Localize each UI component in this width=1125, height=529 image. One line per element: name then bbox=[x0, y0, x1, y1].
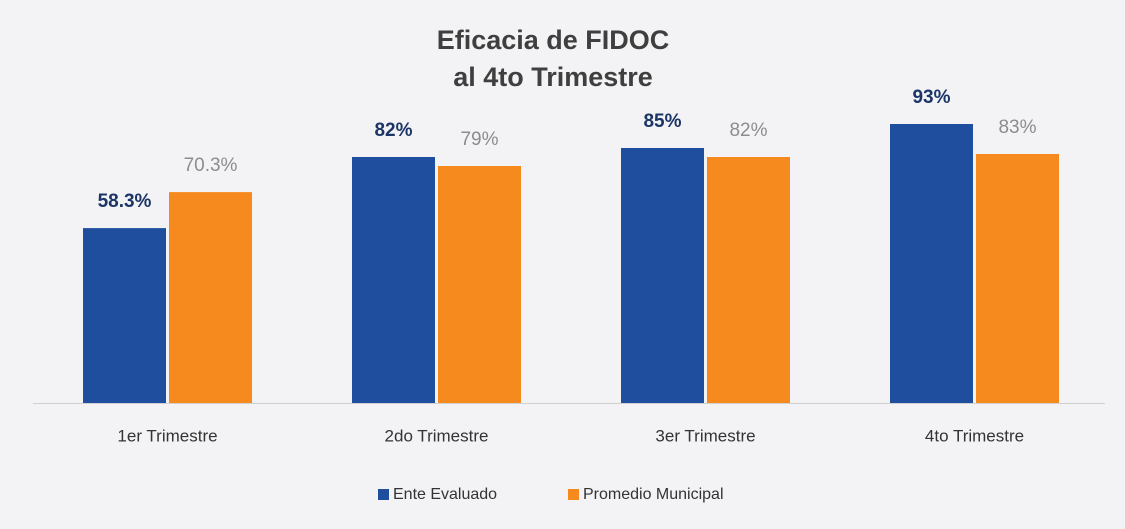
x-tick-label: 1er Trimestre bbox=[117, 426, 217, 445]
value-label: 85% bbox=[643, 111, 681, 132]
value-label: 58.3% bbox=[98, 191, 152, 212]
chart-title: al 4to Trimestre bbox=[453, 62, 653, 92]
value-label: 82% bbox=[729, 120, 767, 141]
bar bbox=[890, 124, 973, 403]
bar bbox=[707, 157, 790, 403]
value-label: 70.3% bbox=[184, 155, 238, 176]
bar bbox=[621, 148, 704, 403]
x-tick-label: 2do Trimestre bbox=[385, 426, 489, 445]
bar bbox=[83, 228, 166, 403]
value-label: 83% bbox=[998, 117, 1036, 138]
value-label: 93% bbox=[912, 87, 950, 108]
x-tick-label: 4to Trimestre bbox=[925, 426, 1024, 445]
x-tick-label: 3er Trimestre bbox=[655, 426, 755, 445]
legend-label: Ente Evaluado bbox=[393, 486, 497, 503]
value-label: 79% bbox=[460, 129, 498, 150]
bar bbox=[169, 192, 252, 403]
legend-swatch bbox=[568, 489, 579, 500]
bar bbox=[976, 154, 1059, 403]
value-label: 82% bbox=[374, 120, 412, 141]
bar bbox=[438, 166, 521, 403]
legend-label: Promedio Municipal bbox=[583, 486, 724, 503]
legend-swatch bbox=[378, 489, 389, 500]
bar bbox=[352, 157, 435, 403]
chart-title: Eficacia de FIDOC bbox=[437, 25, 670, 55]
